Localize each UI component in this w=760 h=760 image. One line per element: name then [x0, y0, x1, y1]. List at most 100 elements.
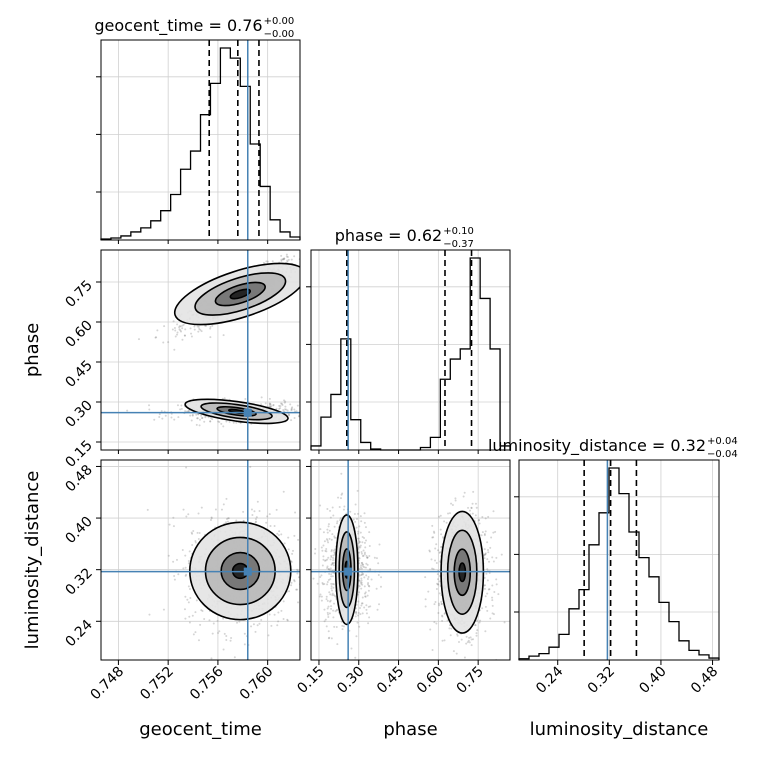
- sample-point: [484, 553, 487, 556]
- sample-point: [162, 341, 165, 344]
- histogram-geocent_time-frame: [100, 39, 301, 241]
- sample-point: [308, 549, 310, 551]
- sample-point: [333, 525, 336, 528]
- sample-point: [358, 541, 361, 544]
- sample-point: [195, 599, 198, 602]
- sample-point: [449, 634, 452, 637]
- sample-point: [494, 530, 497, 533]
- sample-point: [319, 528, 322, 531]
- sample-point: [326, 607, 329, 610]
- sample-point: [322, 531, 325, 534]
- sample-point: [268, 613, 271, 616]
- sample-point: [332, 586, 335, 589]
- sample-point: [192, 633, 195, 636]
- sample-point: [354, 615, 357, 618]
- sample-point: [305, 278, 307, 280]
- sample-point: [365, 608, 368, 611]
- sample-point: [369, 567, 372, 570]
- sample-point: [362, 554, 365, 557]
- sample-point: [370, 578, 373, 581]
- title-lower-error: −0.00: [264, 29, 295, 40]
- sample-point: [331, 237, 333, 239]
- sample-point: [357, 546, 360, 549]
- sample-point: [448, 627, 451, 630]
- sample-point: [278, 530, 281, 533]
- sample-point: [243, 643, 246, 646]
- sample-point: [332, 559, 335, 562]
- sample-point: [357, 542, 360, 545]
- sample-point: [363, 592, 366, 595]
- sample-point: [366, 556, 369, 559]
- sample-point: [286, 256, 289, 259]
- sample-point: [172, 525, 175, 528]
- sample-point: [278, 404, 281, 407]
- sample-point: [483, 548, 486, 551]
- sample-point: [324, 549, 327, 552]
- sample-point: [330, 548, 333, 551]
- sample-point: [437, 549, 440, 552]
- sample-point: [466, 641, 469, 644]
- sample-point: [465, 635, 468, 638]
- sample-point: [331, 533, 334, 536]
- sample-point: [148, 408, 151, 411]
- sample-point: [330, 587, 333, 590]
- sample-point: [433, 531, 436, 534]
- sample-point: [488, 560, 491, 563]
- sample-point: [192, 529, 195, 532]
- sample-point: [356, 512, 359, 515]
- sample-point: [326, 611, 329, 614]
- sample-point: [427, 590, 430, 593]
- sample-point: [160, 410, 163, 413]
- sample-point: [277, 620, 280, 623]
- sample-point: [227, 517, 230, 520]
- sample-point: [322, 555, 325, 558]
- sample-point: [379, 585, 382, 588]
- sample-point: [175, 558, 178, 561]
- sample-point: [332, 514, 335, 517]
- sample-point: [363, 585, 366, 588]
- sample-point: [320, 252, 322, 254]
- sample-point: [333, 602, 336, 605]
- sample-point: [319, 504, 322, 507]
- sample-point: [182, 323, 185, 326]
- title-main: phase = 0.62: [335, 226, 442, 245]
- sample-point: [465, 642, 468, 645]
- sample-point: [358, 574, 361, 577]
- sample-point: [301, 264, 303, 266]
- sample-point: [297, 415, 300, 418]
- sample-point: [255, 516, 258, 519]
- sample-point: [290, 561, 293, 564]
- sample-point: [311, 415, 313, 417]
- sample-point: [367, 576, 370, 579]
- x-tick-label: 0.15: [294, 664, 327, 697]
- sample-point: [434, 601, 437, 604]
- sample-point: [486, 558, 489, 561]
- sample-point: [333, 535, 336, 538]
- sample-point: [357, 600, 360, 603]
- sample-point: [359, 566, 362, 569]
- sample-point: [441, 619, 444, 622]
- sample-point: [254, 518, 257, 521]
- sample-point: [491, 599, 494, 602]
- sample-point: [432, 530, 435, 533]
- sample-point: [320, 599, 323, 602]
- sample-point: [358, 545, 361, 548]
- sample-point: [280, 609, 283, 612]
- sample-point: [330, 605, 333, 608]
- sample-point: [203, 420, 206, 423]
- sample-point: [253, 510, 256, 513]
- sample-point: [367, 622, 370, 625]
- sample-point: [233, 656, 236, 659]
- sample-point: [185, 573, 188, 576]
- sample-point: [363, 541, 366, 544]
- sample-point: [297, 538, 300, 541]
- sample-point: [319, 593, 322, 596]
- sample-point: [322, 412, 324, 414]
- sample-point: [366, 583, 369, 586]
- y-axis-label-luminosity_distance: luminosity_distance: [22, 471, 43, 650]
- sample-point: [329, 558, 332, 561]
- sample-point: [321, 564, 324, 567]
- sample-point: [148, 613, 151, 616]
- sample-point: [330, 637, 333, 640]
- title-upper-error: +0.04: [707, 436, 738, 447]
